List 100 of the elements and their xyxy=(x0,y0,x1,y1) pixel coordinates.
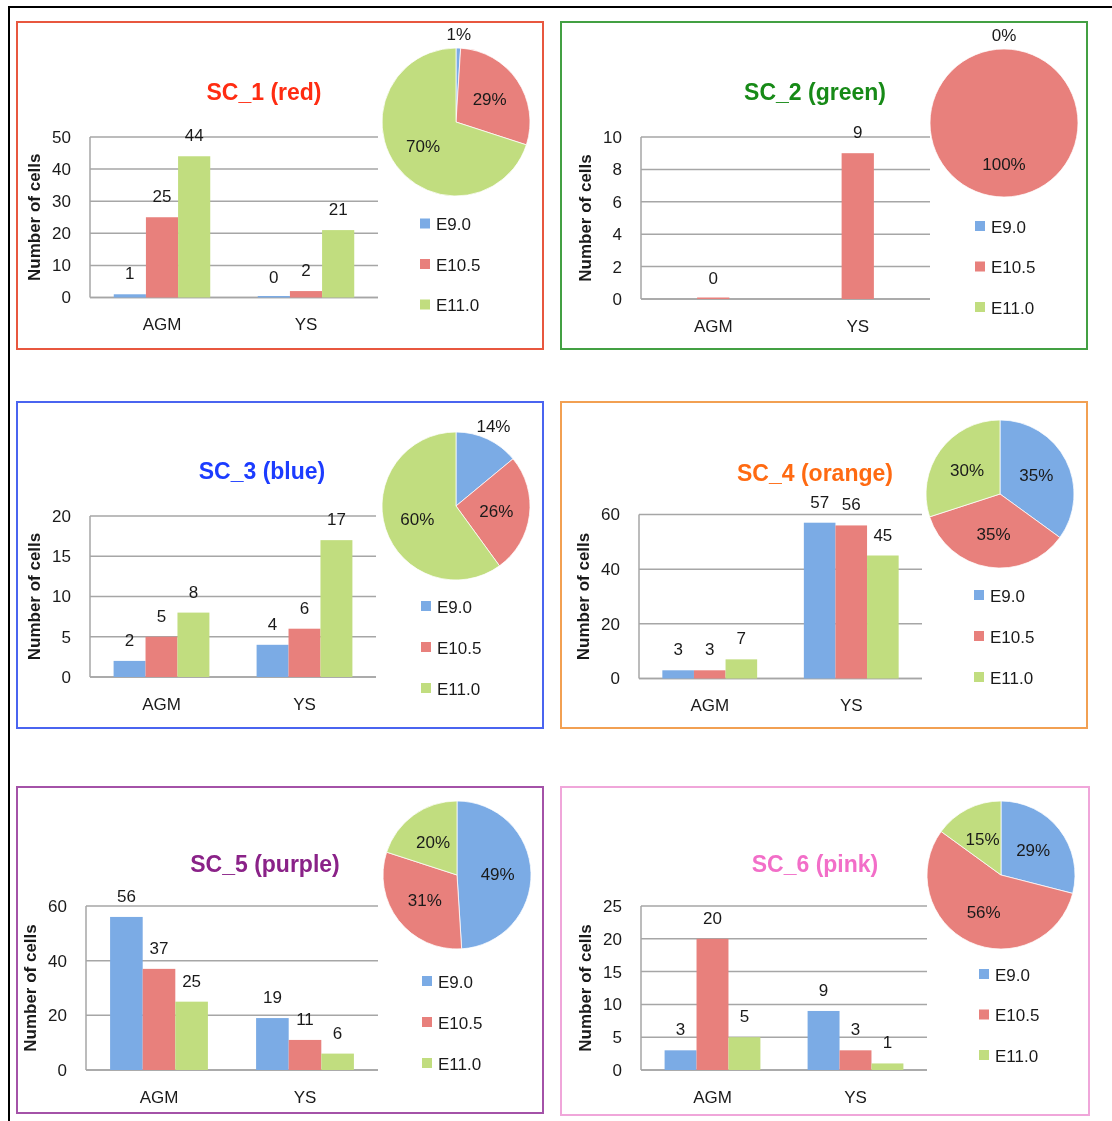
y-tick-label: 15 xyxy=(52,547,71,567)
x-tick-label: YS xyxy=(293,1087,317,1107)
data-label: 56 xyxy=(116,886,136,906)
legend-label: E9.0 xyxy=(995,965,1030,985)
x-tick-label: YS xyxy=(846,316,870,336)
legend-label: E10.5 xyxy=(436,255,481,275)
x-tick-label: YS xyxy=(294,315,318,335)
y-tick-label: 60 xyxy=(48,896,67,916)
y-tick-label: 0 xyxy=(610,669,620,689)
data-label: 44 xyxy=(184,126,204,146)
chart-title: SC_1 (red) xyxy=(206,79,322,106)
y-tick-label: 10 xyxy=(52,256,71,276)
y-tick-label: 0 xyxy=(612,289,622,309)
y-tick-label: 20 xyxy=(601,614,620,634)
data-label: 6 xyxy=(299,598,310,618)
data-label: 26% xyxy=(479,502,514,522)
data-label: 8 xyxy=(188,582,199,602)
data-label: 3 xyxy=(850,1020,861,1040)
data-label: 57 xyxy=(810,492,830,512)
y-tick-label: 5 xyxy=(612,1028,622,1048)
x-tick-label: AGM xyxy=(690,696,730,716)
y-axis-title: Number of cells xyxy=(575,924,595,1052)
y-tick-label: 5 xyxy=(61,627,71,647)
chart-title: SC_3 (blue) xyxy=(198,458,326,485)
y-tick-label: 8 xyxy=(612,160,622,180)
data-label: 17 xyxy=(326,510,346,530)
x-tick-label: AGM xyxy=(693,1087,732,1107)
legend-label: E9.0 xyxy=(436,215,471,235)
legend-label: E11.0 xyxy=(991,298,1035,318)
data-label: 1% xyxy=(446,24,472,44)
data-label: 1 xyxy=(125,264,135,284)
y-tick-label: 20 xyxy=(52,506,71,526)
y-axis-title: Number of cells xyxy=(575,154,595,282)
x-tick-label: AGM xyxy=(139,1087,179,1107)
y-tick-label: 4 xyxy=(612,225,622,245)
data-label: 45 xyxy=(873,525,893,545)
data-label: 0 xyxy=(708,269,718,288)
text: 0% xyxy=(991,25,1017,45)
y-tick-label: 0 xyxy=(61,288,71,308)
y-tick-label: 10 xyxy=(52,587,71,607)
x-tick-label: AGM xyxy=(142,694,181,714)
data-label: 31% xyxy=(407,890,442,910)
data-label: 1 xyxy=(882,1033,893,1053)
legend-label: E9.0 xyxy=(437,597,472,617)
y-axis-title: Number of cells xyxy=(20,924,40,1052)
legend-label: E11.0 xyxy=(995,1046,1039,1066)
data-label: 60% xyxy=(400,509,435,529)
y-tick-label: 50 xyxy=(52,127,71,147)
y-tick-label: 40 xyxy=(601,560,620,580)
y-tick-label: 40 xyxy=(48,951,67,971)
y-tick-label: 40 xyxy=(52,160,71,180)
data-label: 14% xyxy=(476,417,511,437)
data-label: 100% xyxy=(982,154,1026,174)
chart-title: SC_6 (pink) xyxy=(751,851,879,878)
data-label: 25 xyxy=(152,187,172,207)
data-label: 4 xyxy=(267,614,278,634)
y-tick-label: 15 xyxy=(603,962,622,982)
data-label: 5 xyxy=(739,1007,750,1027)
legend-label: E10.5 xyxy=(991,258,1036,278)
legend-label: E10.5 xyxy=(990,627,1035,647)
y-axis-title: Number of cells xyxy=(24,532,44,661)
legend-label: E10.5 xyxy=(438,1013,483,1033)
y-tick-label: 10 xyxy=(603,127,622,147)
data-label: 56% xyxy=(966,902,1001,922)
y-tick-label: 60 xyxy=(601,505,620,525)
y-tick-label: 20 xyxy=(48,1006,67,1026)
data-label: 6 xyxy=(332,1023,343,1043)
data-label: 21 xyxy=(328,200,348,220)
data-label: 35% xyxy=(976,525,1011,545)
x-tick-label: YS xyxy=(293,694,316,714)
data-label: 29% xyxy=(1016,841,1051,860)
data-label: 37 xyxy=(149,938,169,958)
data-label: 20% xyxy=(416,833,451,853)
data-label: 56 xyxy=(841,495,861,515)
data-label: 9 xyxy=(853,123,863,143)
x-tick-label: AGM xyxy=(693,316,733,336)
data-label: 15% xyxy=(965,829,1000,849)
y-tick-label: 10 xyxy=(603,995,622,1015)
legend-label: E11.0 xyxy=(990,668,1034,688)
legend-label: E10.5 xyxy=(437,638,482,658)
x-tick-label: AGM xyxy=(142,315,182,335)
y-tick-label: 2 xyxy=(612,257,622,277)
legend-label: E9.0 xyxy=(438,972,473,992)
legend-label: E11.0 xyxy=(438,1054,482,1074)
y-tick-label: 0 xyxy=(61,667,71,687)
data-label: 2 xyxy=(124,630,135,650)
data-label: 29% xyxy=(472,90,507,110)
y-axis-title: Number of cells xyxy=(573,532,593,661)
chart-title: SC_2 (green) xyxy=(744,79,886,106)
y-tick-label: 6 xyxy=(612,192,622,212)
data-label: 3 xyxy=(675,1020,686,1040)
data-label: 0 xyxy=(269,267,279,287)
data-label: 20 xyxy=(703,908,722,928)
y-axis-title: Number of cells xyxy=(24,153,44,282)
legend-label: E10.5 xyxy=(995,1006,1040,1026)
data-label: 5 xyxy=(156,606,167,626)
data-label: 35% xyxy=(1019,466,1054,486)
y-tick-label: 0 xyxy=(57,1060,67,1080)
data-label: 3 xyxy=(705,640,715,660)
data-label: 70% xyxy=(406,136,441,156)
